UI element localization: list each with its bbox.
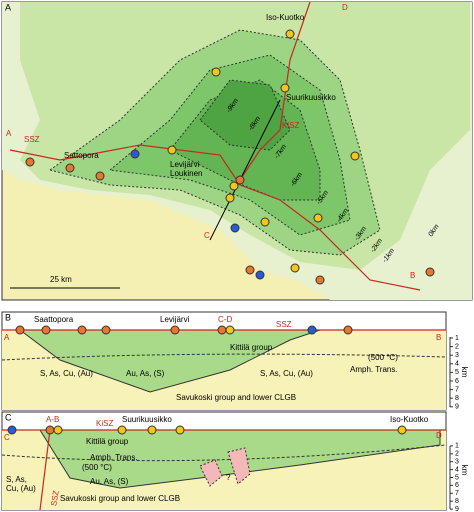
panel-label: A: [5, 2, 11, 12]
place: Levijärvi Loukinen: [170, 160, 202, 178]
tick-label: 7: [455, 386, 459, 393]
place: Iso-Kuotko: [390, 415, 429, 424]
place: Iso-Kuotko: [266, 13, 305, 22]
section-end: C: [4, 433, 10, 442]
tick-label: 8: [455, 395, 459, 402]
shear-zone-label: SSZ: [49, 490, 61, 507]
tick-label: 1: [455, 443, 459, 450]
shear-zone-label: KiSZ: [96, 419, 113, 428]
elements: S, As, Cu, (Au): [6, 475, 36, 493]
place: Saattopora: [34, 315, 74, 324]
tick-label: 2: [455, 451, 459, 458]
unit-label: Savukoski group and lower CLGB: [176, 393, 296, 402]
shear-zone-label: SSZ: [24, 135, 40, 144]
unit-label: Amph. Trans.: [90, 453, 138, 462]
axis-unit: km: [460, 367, 469, 378]
deposits: [7, 425, 407, 435]
scale-label: 25 km: [50, 275, 72, 284]
section-end: A: [4, 333, 10, 342]
tick-label: 6: [455, 378, 459, 385]
place: Suurikuusikko: [286, 93, 336, 102]
place: Sattopora: [64, 151, 99, 160]
section-end: C: [204, 231, 210, 240]
elements: S, As, Cu, (Au): [40, 369, 93, 378]
shear-zone: [9, 144, 421, 291]
elements: Au, As, (S): [90, 477, 129, 486]
unit-label: (500 °C): [82, 463, 112, 472]
tick-label: 9: [455, 404, 459, 411]
unit-label: (500 °C): [368, 353, 398, 362]
map-panel: A Iso-Kuotko Suurikuusikko Sattopora Lev…: [1, 1, 473, 301]
tick-label: 1: [455, 335, 459, 342]
section-end: B: [436, 333, 441, 342]
section-line: [209, 99, 281, 241]
shear-zone-label: SSZ: [276, 320, 292, 329]
unit-label: Amph. Trans.: [350, 365, 398, 374]
shear-zone-label: KiSZ: [282, 121, 299, 130]
panel-label: B: [5, 312, 11, 322]
section-panel: C A-B KiSZ Suurikuusikko Iso-Kuotko C D …: [1, 411, 469, 511]
section-panel: B Saattopora Levijärvi C-D SSZ A B Kitti…: [1, 311, 469, 411]
tick-label: 5: [455, 369, 459, 376]
tick-label: 2: [455, 343, 459, 350]
section-end: A-B: [46, 415, 59, 424]
place: Suurikuusikko: [122, 415, 172, 424]
tick-label: 9: [455, 506, 459, 512]
tick-label: 4: [455, 361, 459, 368]
tick-label: 8: [455, 498, 459, 505]
unit-label: Kittilä group: [230, 343, 273, 352]
panel-label: C: [5, 412, 12, 422]
axis-unit: km: [460, 465, 469, 476]
tick-label: 3: [455, 459, 459, 466]
tick-label: 4: [455, 466, 459, 473]
unit-label: Kittilä group: [86, 437, 129, 446]
shear-zone: [239, 1, 311, 181]
tick-label: 3: [455, 352, 459, 359]
contour: [199, 79, 291, 151]
section-end: C-D: [218, 315, 232, 324]
elements: Au, As, (S): [126, 369, 165, 378]
section-end: D: [342, 3, 348, 12]
section-end: A: [6, 129, 12, 138]
section-end: B: [410, 271, 415, 280]
deposits: [25, 29, 435, 285]
unknown: ?: [226, 473, 231, 482]
tick-label: 5: [455, 474, 459, 481]
section-end: D: [436, 431, 442, 440]
place: Levijärvi: [160, 315, 190, 324]
tick-label: 6: [455, 482, 459, 489]
deposits: [15, 325, 353, 335]
elements: S, As, Cu, (Au): [260, 369, 313, 378]
tick-label: 7: [455, 490, 459, 497]
unit-label: Savukoski group and lower CLGB: [60, 494, 180, 503]
